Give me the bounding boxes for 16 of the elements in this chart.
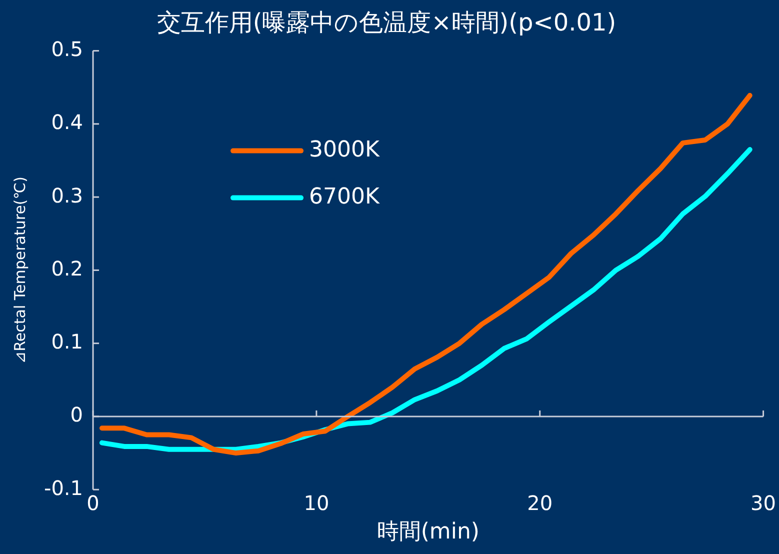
x-tick-label: 20 xyxy=(527,490,553,515)
x-axis-title: 時間(min) xyxy=(376,520,480,545)
y-tick-label: 0.2 xyxy=(51,256,84,280)
y-tick-label: -0.1 xyxy=(44,476,84,500)
x-tick-label: 10 xyxy=(304,490,330,515)
y-axis-title: ⊿Rectal Temperature(℃) xyxy=(10,176,29,364)
y-tick-label: 0.3 xyxy=(51,183,84,208)
y-tick-label: 0.4 xyxy=(51,110,84,134)
y-tick-label: 0 xyxy=(70,402,84,427)
x-tick-label: 0 xyxy=(86,490,100,515)
y-tick-label: 0.1 xyxy=(51,330,84,354)
legend-label: 6700K xyxy=(309,184,380,210)
y-tick-label: 0.5 xyxy=(51,37,84,62)
chart-title: 交互作用(曝露中の色温度×時間)(p<0.01) xyxy=(156,8,616,37)
legend-label: 3000K xyxy=(309,138,380,163)
x-tick-label: 30 xyxy=(750,490,776,515)
